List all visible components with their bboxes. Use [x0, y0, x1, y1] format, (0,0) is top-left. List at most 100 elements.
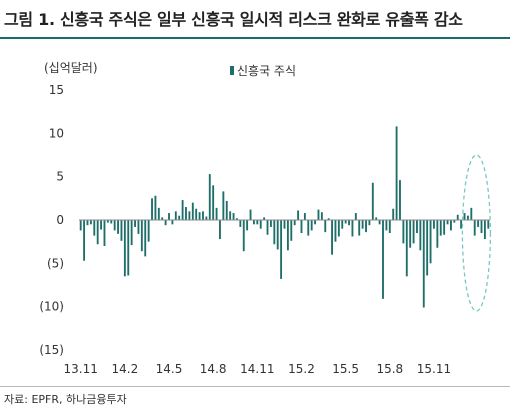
bar: [392, 208, 395, 220]
bar: [303, 213, 306, 220]
bar: [185, 207, 187, 220]
bar: [174, 211, 177, 220]
bar: [371, 182, 374, 220]
bar: [269, 220, 272, 227]
highlight-ellipse: [461, 154, 492, 312]
bar: [419, 220, 422, 251]
bar: [480, 220, 483, 233]
x-tick-label: 15.11: [417, 362, 451, 376]
bar: [266, 220, 269, 235]
bar: [320, 212, 323, 220]
bar: [300, 220, 303, 233]
bar: [154, 195, 157, 220]
figure-title: 그림 1. 신흥국 주식은 일부 신흥국 일시적 리스크 완화로 유출폭 감소: [4, 10, 463, 29]
bar: [433, 220, 435, 229]
bar: [280, 220, 283, 279]
bar: [188, 211, 191, 220]
bar: [351, 220, 354, 237]
bar: [337, 220, 340, 237]
bar: [375, 217, 378, 220]
bar: [429, 220, 432, 264]
bar: [147, 220, 150, 242]
bar: [79, 220, 82, 231]
bar: [168, 213, 170, 220]
bar: [334, 220, 337, 242]
bar: [382, 220, 384, 299]
bar: [89, 220, 92, 225]
y-axis: 15 10 5 0 (5) (10) (15): [39, 83, 64, 357]
bar: [130, 220, 133, 246]
bar: [463, 213, 466, 220]
x-tick-label: 14.8: [200, 362, 227, 376]
bar: [307, 220, 310, 236]
x-tick-label: 14.5: [156, 362, 183, 376]
bar: [341, 220, 344, 229]
bar: [378, 220, 381, 225]
bar: [249, 209, 252, 220]
bar: [358, 220, 361, 236]
bar: [229, 211, 232, 220]
bar: [402, 220, 405, 244]
bar: [409, 220, 412, 248]
bar: [344, 220, 347, 224]
bar: [239, 220, 242, 227]
bar: [314, 220, 317, 225]
bar: [103, 220, 106, 246]
bar: [388, 220, 391, 233]
bar: [123, 220, 126, 277]
x-tick-label: 14.2: [112, 362, 139, 376]
x-tick-label: 15.5: [332, 362, 359, 376]
bar: [117, 220, 119, 234]
bar: [412, 220, 415, 244]
bar: [181, 200, 184, 220]
y-tick-label: 0: [56, 213, 64, 227]
bar: [256, 220, 259, 225]
bar: [134, 220, 136, 227]
bar: [222, 191, 225, 220]
bar: [178, 215, 181, 220]
bar: [276, 220, 279, 250]
bar: [331, 220, 333, 255]
title-rule: [0, 37, 510, 39]
x-axis: 13.11 14.2 14.5 14.8 14.11 15.2 15.5 15.8 15.11: [64, 362, 452, 376]
bar: [443, 220, 446, 235]
bar: [483, 220, 486, 240]
bar: [365, 220, 367, 233]
bar: [399, 180, 401, 220]
bar: [140, 220, 143, 252]
y-tick-label: 5: [56, 170, 64, 184]
bar: [293, 220, 296, 226]
bar: [453, 220, 456, 223]
bar: [361, 220, 364, 229]
bar: [473, 220, 476, 236]
y-tick-label: 10: [49, 126, 64, 140]
bar: [106, 220, 109, 223]
bar: [86, 220, 89, 226]
bar: [422, 220, 425, 308]
bar: [242, 220, 245, 252]
bar: [144, 220, 147, 257]
bar: [460, 220, 463, 229]
y-tick-label: 15: [49, 83, 64, 97]
bar: [157, 207, 160, 220]
bar: [348, 220, 350, 226]
bar: [297, 210, 300, 220]
bar: [246, 220, 249, 231]
bar: [327, 218, 330, 220]
bar: [446, 220, 449, 225]
bar: [151, 198, 153, 220]
y-tick-label: (5): [47, 256, 64, 270]
x-tick-label: 13.11: [64, 362, 98, 376]
bar: [317, 209, 320, 220]
bar-series: [79, 126, 490, 308]
x-tick-label: 15.2: [288, 362, 315, 376]
bar: [286, 220, 289, 251]
bar: [164, 220, 167, 226]
bar: [477, 220, 480, 227]
bar: [100, 220, 103, 230]
legend-swatch: [230, 66, 234, 75]
bar: [470, 207, 473, 220]
x-tick-label: 14.11: [240, 362, 274, 376]
bar: [405, 220, 408, 277]
bar: [171, 220, 174, 225]
